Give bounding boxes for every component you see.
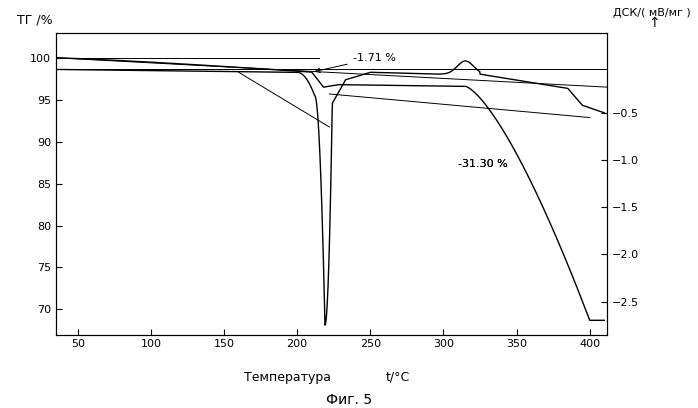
Text: -1.71 %: -1.71 % xyxy=(315,53,396,73)
Text: ДСК/( мВ/мг ): ДСК/( мВ/мг ) xyxy=(613,7,690,18)
Text: Температура: Температура xyxy=(244,371,331,384)
Text: -31.30 %: -31.30 % xyxy=(458,159,508,169)
Text: ТГ /%: ТГ /% xyxy=(17,13,53,27)
Text: Фиг. 5: Фиг. 5 xyxy=(326,393,372,407)
Text: ↑: ↑ xyxy=(648,16,660,30)
Text: -31.30 %: -31.30 % xyxy=(458,159,508,169)
Text: t/°C: t/°C xyxy=(385,371,410,384)
